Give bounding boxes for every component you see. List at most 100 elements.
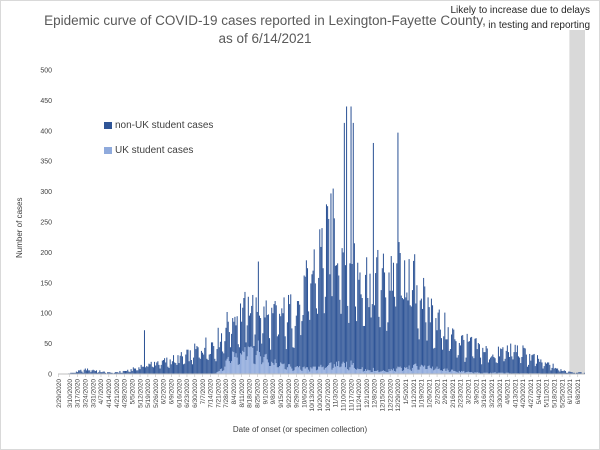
- bar-non-uk: [474, 338, 476, 373]
- bar-non-uk: [161, 360, 163, 374]
- bar-non-uk: [568, 371, 570, 374]
- bar-non-uk: [107, 372, 109, 374]
- x-tick-label: 7/28/2020: [223, 379, 230, 408]
- bar-uk: [406, 367, 408, 374]
- bar-non-uk: [264, 317, 266, 355]
- bar-non-uk: [462, 335, 464, 372]
- bar-non-uk: [428, 307, 430, 366]
- bar-non-uk: [191, 364, 194, 374]
- bar-non-uk: [226, 311, 228, 359]
- bar-non-uk: [408, 259, 410, 366]
- bar-uk: [365, 369, 367, 374]
- bar-non-uk: [88, 370, 90, 374]
- bar-uk: [264, 354, 266, 374]
- bar-uk: [253, 363, 255, 374]
- bar-uk: [353, 367, 355, 374]
- bar-non-uk: [132, 367, 134, 374]
- bar-non-uk: [446, 339, 448, 369]
- bar-non-uk: [358, 279, 360, 370]
- bar-non-uk: [506, 345, 508, 373]
- bar-non-uk: [162, 360, 164, 374]
- bar-non-uk: [354, 306, 357, 370]
- x-axis-label: Date of onset (or specimen collection): [232, 425, 368, 434]
- bar-non-uk: [110, 372, 112, 374]
- bar-non-uk: [301, 321, 303, 371]
- x-tick-label: 2/9/2021: [442, 379, 449, 405]
- bar-uk: [317, 369, 319, 374]
- bar-non-uk: [284, 336, 286, 370]
- bar-uk: [453, 370, 455, 374]
- bar-non-uk: [155, 365, 157, 374]
- bar-uk: [236, 357, 238, 374]
- bar-non-uk: [145, 367, 147, 374]
- bar-non-uk: [296, 301, 298, 367]
- x-tick-label: 6/16/2020: [176, 379, 183, 408]
- legend-label-non-uk: non-UK student cases: [115, 120, 214, 131]
- bar-uk: [273, 364, 275, 374]
- bar-uk: [395, 371, 397, 374]
- bar-non-uk: [347, 305, 349, 370]
- bar-uk: [475, 372, 477, 374]
- bar-non-uk: [342, 252, 344, 362]
- bar-non-uk: [120, 372, 122, 374]
- bar-uk: [244, 347, 246, 374]
- bar-non-uk: [362, 325, 364, 372]
- bar-non-uk: [567, 372, 569, 374]
- bar-non-uk: [558, 370, 560, 374]
- bar-uk: [478, 372, 480, 374]
- bar-non-uk: [267, 314, 269, 363]
- bar-uk: [359, 369, 361, 374]
- bar-non-uk: [129, 372, 131, 374]
- delay-annotation: Likely to increase due to delays in test…: [450, 5, 590, 31]
- bar-uk: [459, 372, 461, 374]
- bar-uk: [254, 364, 256, 374]
- bar-non-uk: [535, 363, 537, 374]
- bar-non-uk: [151, 366, 153, 374]
- y-tick-label: 400: [40, 128, 52, 135]
- bar-uk: [293, 370, 295, 374]
- bar-uk: [275, 363, 277, 374]
- bar-non-uk: [298, 301, 300, 368]
- y-tick-label: 150: [40, 280, 52, 287]
- bar-non-uk: [99, 370, 101, 374]
- bar-non-uk: [159, 368, 161, 374]
- bar-non-uk: [532, 354, 534, 374]
- bar-non-uk: [248, 315, 250, 348]
- x-tick-label: 10/13/2020: [309, 379, 316, 412]
- bar-non-uk: [404, 260, 406, 368]
- bar-non-uk: [405, 297, 407, 368]
- x-tick-label: 8/11/2020: [239, 379, 246, 408]
- bar-non-uk: [131, 370, 133, 374]
- bar-non-uk: [439, 329, 441, 371]
- x-tick-label: 12/8/2020: [372, 379, 379, 408]
- bar-uk: [445, 370, 447, 374]
- bar-non-uk: [539, 361, 541, 374]
- bar-uk: [419, 366, 421, 374]
- bar-uk: [360, 369, 362, 374]
- bar-non-uk: [570, 372, 572, 374]
- x-tick-label: 1/19/2021: [419, 379, 426, 408]
- bar-non-uk: [518, 356, 520, 374]
- bar-non-uk: [573, 372, 575, 374]
- bar-non-uk: [525, 354, 527, 374]
- bar-non-uk: [168, 367, 170, 374]
- bar-uk: [276, 367, 278, 374]
- bar-non-uk: [102, 371, 104, 374]
- bar-uk: [415, 363, 417, 374]
- bar-non-uk: [385, 297, 387, 372]
- bar-uk: [351, 364, 353, 374]
- bar-uk: [408, 365, 410, 374]
- bar-non-uk: [344, 265, 346, 368]
- bar-uk: [281, 363, 283, 374]
- bar-non-uk: [165, 362, 167, 374]
- bar-non-uk: [90, 372, 92, 374]
- bar-non-uk: [76, 372, 79, 374]
- bar-non-uk: [262, 333, 264, 363]
- bar-non-uk: [528, 364, 530, 374]
- bar-non-uk: [150, 361, 152, 374]
- bar-non-uk: [235, 325, 237, 354]
- bar-non-uk: [534, 366, 536, 374]
- bar-non-uk: [256, 311, 258, 351]
- bar-non-uk: [520, 363, 522, 374]
- bar-uk: [318, 366, 320, 374]
